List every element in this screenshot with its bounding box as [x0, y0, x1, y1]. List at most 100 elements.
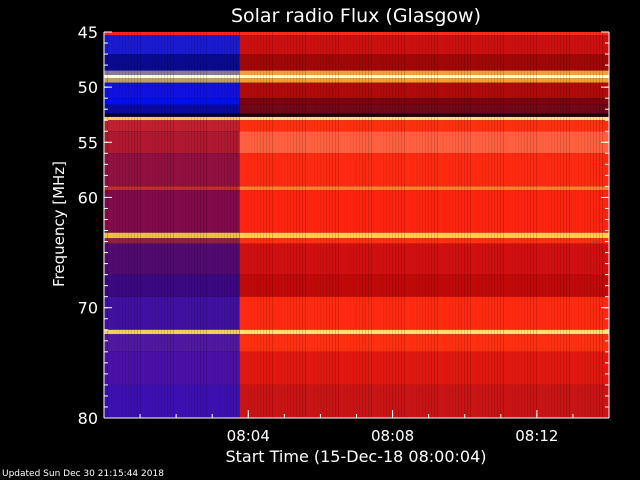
- texture-stripe: [563, 32, 564, 418]
- texture-stripe: [443, 32, 444, 418]
- texture-stripe: [239, 32, 240, 418]
- band-pre-onset: [104, 186, 240, 191]
- texture-stripe: [254, 32, 255, 418]
- texture-stripe: [602, 32, 603, 418]
- texture-stripe: [185, 32, 186, 418]
- texture-stripe: [482, 32, 483, 418]
- texture-stripe: [353, 32, 354, 418]
- texture-stripe: [413, 32, 414, 418]
- x-tick-label: 08:08: [371, 427, 414, 445]
- texture-stripe: [578, 32, 579, 418]
- texture-stripe: [329, 32, 330, 418]
- band-pre-onset: [104, 384, 240, 418]
- texture-stripe: [107, 32, 108, 418]
- band-post-onset: [239, 153, 609, 187]
- texture-stripe: [122, 32, 123, 418]
- band-pre-onset: [104, 104, 240, 114]
- texture-stripe: [305, 32, 306, 418]
- texture-stripe: [524, 32, 525, 418]
- texture-stripe: [356, 32, 357, 418]
- y-axis-ticks: 45 50 55 60 70 80: [78, 23, 609, 428]
- texture-stripe: [170, 32, 171, 418]
- texture-stripe: [152, 32, 153, 418]
- texture-stripe: [419, 32, 420, 418]
- texture-stripe: [566, 32, 567, 418]
- texture-stripe: [335, 32, 336, 418]
- texture-stripe: [410, 32, 411, 418]
- texture-stripe: [299, 32, 300, 418]
- texture-stripe: [359, 32, 360, 418]
- band-pre-onset: [104, 351, 240, 385]
- texture-stripe: [131, 32, 132, 418]
- band-pre-onset: [104, 75, 240, 79]
- texture-stripe: [146, 32, 147, 418]
- texture-stripe: [116, 32, 117, 418]
- texture-stripe: [278, 32, 279, 418]
- texture-stripe: [575, 32, 576, 418]
- texture-stripe: [182, 32, 183, 418]
- y-tick-label: 50: [78, 78, 98, 97]
- texture-stripe: [455, 32, 456, 418]
- texture-stripe: [488, 32, 489, 418]
- band-pre-onset: [104, 334, 240, 352]
- band-pre-onset: [104, 116, 240, 121]
- x-axis-ticks: 08:04 08:08 08:12: [139, 410, 574, 445]
- texture-stripe: [581, 32, 582, 418]
- texture-stripe: [332, 32, 333, 418]
- texture-stripe: [548, 32, 549, 418]
- band-pre-onset: [104, 82, 240, 99]
- band-post-onset: [239, 78, 609, 83]
- texture-stripe: [512, 32, 513, 418]
- texture-stripe: [569, 32, 570, 418]
- texture-stripe: [404, 32, 405, 418]
- band-post-onset: [239, 186, 609, 191]
- x-tick-label: 08:04: [227, 427, 270, 445]
- texture-stripe: [155, 32, 156, 418]
- texture-stripe: [125, 32, 126, 418]
- texture-stripe: [260, 32, 261, 418]
- texture-stripe: [161, 32, 162, 418]
- texture-stripe: [140, 32, 141, 418]
- texture-stripe: [395, 32, 396, 418]
- texture-stripe: [590, 32, 591, 418]
- band-pre-onset: [104, 54, 240, 71]
- texture-stripe: [389, 32, 390, 418]
- texture-stripe: [317, 32, 318, 418]
- texture-stripe: [431, 32, 432, 418]
- band-post-onset: [239, 54, 609, 71]
- texture-stripe: [338, 32, 339, 418]
- texture-stripe: [158, 32, 159, 418]
- texture-stripe: [584, 32, 585, 418]
- texture-stripe: [479, 32, 480, 418]
- texture-stripe: [188, 32, 189, 418]
- texture-stripe: [593, 32, 594, 418]
- texture-stripe: [233, 32, 234, 418]
- band-post-onset: [239, 120, 609, 132]
- texture-stripe: [365, 32, 366, 418]
- band-pre-onset: [104, 243, 240, 275]
- texture-stripe: [446, 32, 447, 418]
- texture-stripe: [257, 32, 258, 418]
- band-post-onset: [239, 98, 609, 105]
- texture-stripe: [437, 32, 438, 418]
- texture-stripe: [206, 32, 207, 418]
- texture-stripe: [458, 32, 459, 418]
- texture-stripe: [470, 32, 471, 418]
- texture-stripe: [533, 32, 534, 418]
- band-post-onset: [239, 35, 609, 55]
- texture-stripe: [464, 32, 465, 418]
- texture-stripe: [221, 32, 222, 418]
- texture-stripe: [326, 32, 327, 418]
- texture-stripe: [269, 32, 270, 418]
- y-tick-label: 60: [78, 188, 98, 207]
- texture-stripe: [194, 32, 195, 418]
- band-pre-onset: [104, 98, 240, 105]
- texture-stripe: [425, 32, 426, 418]
- band-pre-onset: [104, 232, 240, 239]
- texture-stripe: [596, 32, 597, 418]
- texture-stripe: [380, 32, 381, 418]
- texture-stripe: [263, 32, 264, 418]
- texture-stripe: [398, 32, 399, 418]
- texture-stripe: [251, 32, 252, 418]
